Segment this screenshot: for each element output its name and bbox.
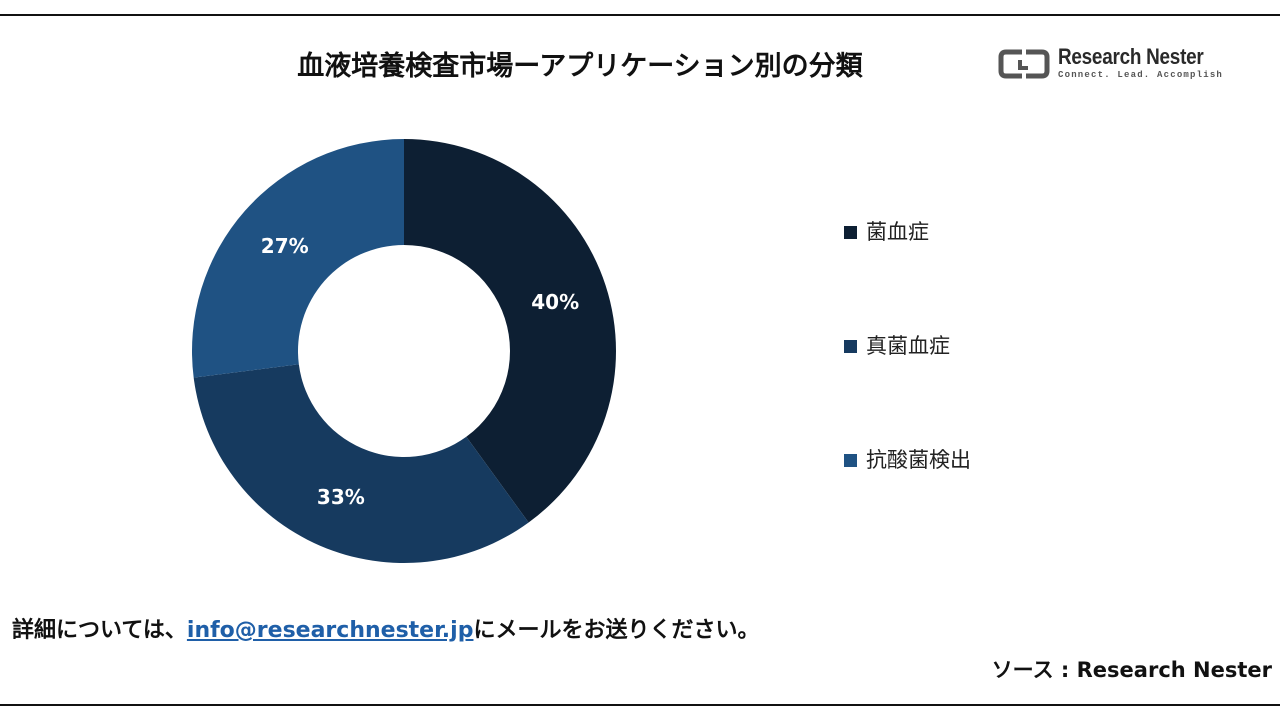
contact-line: 詳細については、info@researchnester.jpにメールをお送りくだ… [12,612,759,644]
slice-data-label: 33% [317,485,365,509]
slice-bacteremia [404,139,616,523]
slice-afb-detection [191,139,404,378]
slice-data-label: 27% [261,234,309,258]
logo-name: Research Nester [1058,44,1204,69]
logo-icon [998,49,1050,79]
legend-swatch [844,454,857,467]
bottom-rule [0,704,1280,706]
chart-title: 血液培養検査市場ーアプリケーション別の分類 [297,51,863,82]
contact-prefix: 詳細については、 [12,618,187,643]
legend-label: 菌血症 [866,220,929,244]
legend-swatch [844,340,857,353]
contact-suffix: にメールをお送りください。 [473,618,760,643]
research-nester-logo: Research Nester Connect. Lead. Accomplis… [998,44,1228,84]
legend-label: 真菌血症 [866,334,950,358]
donut-chart: 40% 33% 27% [191,139,616,563]
legend-swatch [844,226,857,239]
source-credit: ソース : Research Nester [991,658,1272,682]
top-rule [0,14,1280,16]
contact-email-link[interactable]: info@researchnester.jp [186,618,474,643]
legend-label: 抗酸菌検出 [866,448,971,472]
slice-data-label: 40% [531,290,579,314]
logo-tagline: Connect. Lead. Accomplish [1058,70,1224,80]
slice-fungemia [193,364,529,563]
